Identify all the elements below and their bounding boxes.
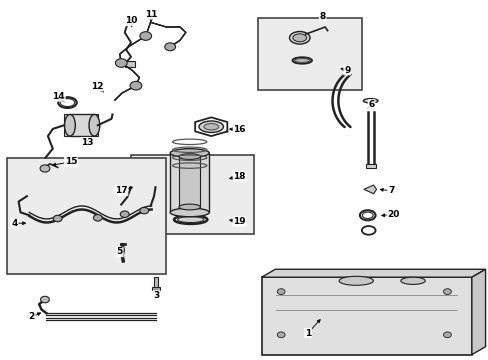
- Bar: [70, 114, 94, 136]
- Circle shape: [277, 332, 285, 338]
- Text: 18: 18: [233, 172, 245, 181]
- Circle shape: [40, 165, 50, 172]
- Text: 3: 3: [153, 291, 159, 300]
- Ellipse shape: [339, 276, 373, 285]
- Circle shape: [53, 215, 62, 222]
- Circle shape: [93, 215, 102, 221]
- Text: 1: 1: [305, 329, 310, 338]
- Text: 7: 7: [387, 186, 394, 195]
- Text: 4: 4: [11, 219, 18, 228]
- Circle shape: [164, 43, 175, 51]
- Text: 15: 15: [64, 157, 77, 166]
- Bar: [92, 114, 98, 136]
- Bar: [120, 243, 125, 245]
- Text: 12: 12: [90, 82, 103, 91]
- Ellipse shape: [179, 154, 200, 159]
- Text: 10: 10: [124, 16, 137, 25]
- Bar: [179, 157, 200, 207]
- Bar: [64, 114, 70, 136]
- Bar: [258, 18, 361, 90]
- Bar: [170, 153, 209, 212]
- Text: 20: 20: [386, 210, 399, 219]
- Ellipse shape: [199, 121, 223, 132]
- Ellipse shape: [203, 123, 218, 130]
- Bar: [124, 61, 135, 67]
- Text: 14: 14: [52, 92, 65, 101]
- Text: 17: 17: [115, 186, 127, 195]
- Ellipse shape: [363, 99, 377, 103]
- Bar: [7, 158, 166, 274]
- Circle shape: [277, 289, 285, 294]
- Text: 2: 2: [29, 312, 35, 321]
- Bar: [152, 287, 160, 290]
- FancyBboxPatch shape: [261, 277, 471, 355]
- Text: 16: 16: [233, 125, 245, 134]
- Ellipse shape: [177, 217, 203, 222]
- Ellipse shape: [289, 31, 309, 44]
- Ellipse shape: [64, 114, 75, 136]
- Circle shape: [120, 211, 129, 217]
- Text: 11: 11: [145, 10, 158, 19]
- Circle shape: [115, 59, 127, 67]
- Ellipse shape: [170, 208, 209, 217]
- Polygon shape: [261, 269, 485, 277]
- Bar: [365, 164, 375, 168]
- Text: 13: 13: [81, 138, 93, 147]
- Circle shape: [443, 332, 450, 338]
- Bar: [154, 277, 158, 288]
- Circle shape: [41, 296, 49, 303]
- Text: 8: 8: [319, 12, 325, 21]
- Circle shape: [140, 207, 148, 214]
- Text: 9: 9: [343, 66, 350, 75]
- Circle shape: [130, 81, 142, 90]
- Polygon shape: [471, 269, 485, 355]
- Bar: [131, 155, 254, 234]
- Ellipse shape: [400, 277, 425, 284]
- Text: 5: 5: [117, 248, 122, 256]
- Ellipse shape: [179, 204, 200, 210]
- Polygon shape: [363, 185, 376, 194]
- Ellipse shape: [89, 114, 100, 136]
- Ellipse shape: [170, 149, 209, 157]
- Text: 6: 6: [368, 100, 374, 109]
- Ellipse shape: [294, 59, 309, 62]
- Circle shape: [140, 32, 151, 40]
- Circle shape: [443, 289, 450, 294]
- Text: 19: 19: [233, 217, 245, 226]
- Ellipse shape: [292, 34, 306, 42]
